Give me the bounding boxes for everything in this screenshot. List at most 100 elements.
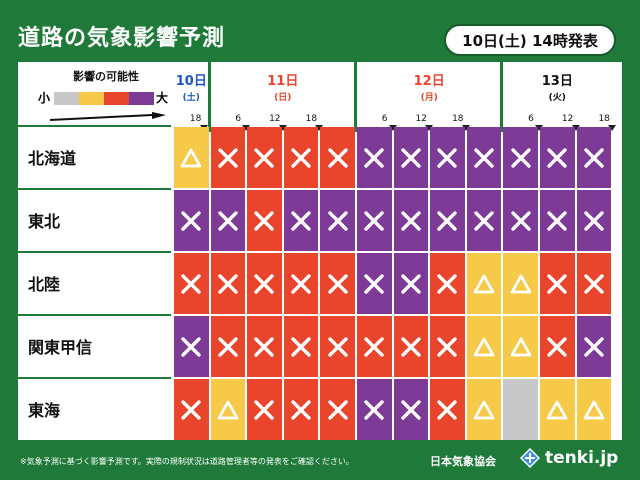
- cross-icon: [181, 210, 201, 231]
- forecast-grid: 北海道 東北 北陸 関東甲信 東海: [18, 125, 622, 440]
- cross-icon: [218, 336, 238, 357]
- legend-small-label: 小: [38, 91, 51, 105]
- forecast-cell: [576, 190, 612, 251]
- hour-tick: [278, 125, 287, 131]
- cross-icon: [401, 336, 421, 357]
- forecast-cell: [174, 127, 209, 188]
- cross-icon: [254, 336, 275, 357]
- cross-icon: [327, 273, 348, 294]
- forecast-cell: [430, 316, 465, 377]
- forecast-cell: [357, 253, 392, 314]
- day-weekday: (月): [420, 93, 438, 103]
- hour-label: 18: [189, 114, 202, 124]
- cross-icon: [547, 147, 567, 168]
- forecast-cell: [247, 190, 282, 251]
- forecast-cell: [283, 253, 319, 314]
- day-date: 11日: [267, 74, 299, 89]
- forecast-cell: [430, 190, 465, 251]
- cross-icon: [510, 147, 531, 168]
- cross-icon: [181, 336, 201, 357]
- tenki-logo-icon: [520, 448, 540, 468]
- cross-icon: [437, 399, 458, 420]
- cross-icon: [437, 273, 458, 294]
- cross-icon: [401, 399, 421, 420]
- day-header: 12日 (月): [356, 70, 502, 103]
- triangle-icon: [180, 148, 202, 167]
- forecast-cell: [466, 379, 502, 440]
- cross-icon: [181, 399, 201, 420]
- cross-icon: [437, 147, 458, 168]
- hour-label: 12: [415, 114, 427, 124]
- forecast-cell: [503, 316, 538, 377]
- cross-icon: [254, 399, 275, 420]
- day-header: 11日 (日): [210, 70, 356, 103]
- forecast-cell: [540, 316, 575, 377]
- cross-icon: [401, 147, 421, 168]
- legend-title: 影響の可能性: [73, 70, 139, 83]
- forecast-cell: [503, 190, 538, 251]
- arrow-right-icon: [49, 112, 166, 121]
- day-date: 13日: [541, 74, 573, 89]
- forecast-cell: [210, 127, 246, 188]
- region-label: 東北: [18, 188, 171, 250]
- forecast-cell: [503, 253, 538, 314]
- forecast-cell: [247, 379, 282, 440]
- region-label: 関東甲信: [18, 314, 171, 376]
- triangle-icon: [473, 274, 495, 293]
- forecast-cell: [210, 190, 246, 251]
- hour-label: 6: [381, 114, 388, 124]
- hour-label: 18: [452, 114, 464, 124]
- triangle-icon: [217, 400, 239, 419]
- forecast-cell: [357, 127, 392, 188]
- forecast-cell: [283, 379, 319, 440]
- forecast-cell: [247, 127, 282, 188]
- day-separator: [207, 62, 211, 132]
- forecast-cell: [393, 190, 429, 251]
- region-label: 北陸: [18, 251, 171, 313]
- hour-tick: [608, 125, 617, 131]
- hour-label: 18: [305, 114, 318, 124]
- forecast-cell: [174, 253, 209, 314]
- page-title: 道路の気象影響予測: [18, 26, 226, 51]
- hour-label: 6: [235, 114, 242, 124]
- day-header: 13日 (火): [502, 70, 612, 103]
- forecast-cell: [430, 127, 465, 188]
- forecast-cell: [576, 253, 612, 314]
- footnote: ※気象予測に基づく影響予測です。実際の規制状況は道路管理者等の発表をご確認くださ…: [20, 457, 354, 466]
- triangle-icon: [510, 337, 532, 356]
- cross-icon: [254, 273, 275, 294]
- cross-icon: [364, 399, 384, 420]
- forecast-board: 影響の可能性 小 大 10日 (土) 11日 (日) 12日 (月) 13日 (火) 18 6 12…: [18, 62, 622, 440]
- cross-icon: [584, 273, 604, 294]
- forecast-cell: [393, 316, 429, 377]
- hour-label: 18: [598, 114, 610, 124]
- forecast-cell: [357, 190, 392, 251]
- region-label: 東海: [18, 377, 171, 439]
- cross-icon: [327, 210, 348, 231]
- cross-icon: [401, 210, 421, 231]
- cross-icon: [547, 210, 567, 231]
- cross-icon: [510, 210, 531, 231]
- cross-icon: [254, 147, 275, 168]
- cross-icon: [327, 336, 348, 357]
- forecast-cell: [320, 379, 355, 440]
- day-date: 12日: [413, 74, 445, 89]
- forecast-cell: [503, 127, 538, 188]
- day-separator: [354, 62, 357, 132]
- legend-swatch: [54, 92, 79, 105]
- forecast-cell: [174, 190, 209, 251]
- forecast-cell: [357, 379, 392, 440]
- triangle-icon: [546, 400, 568, 419]
- legend-swatch: [104, 92, 129, 105]
- day-separator: [500, 62, 504, 132]
- cross-icon: [584, 147, 604, 168]
- organization-name: 日本気象協会: [430, 455, 496, 468]
- brand-name: tenki.jp: [545, 448, 619, 468]
- day-weekday: (日): [274, 93, 292, 103]
- triangle-icon: [473, 400, 495, 419]
- forecast-cell: [430, 379, 465, 440]
- cross-icon: [218, 210, 238, 231]
- forecast-cell: [503, 379, 538, 440]
- region-label: 北海道: [18, 125, 171, 187]
- day-header: 10日 (土): [173, 70, 210, 103]
